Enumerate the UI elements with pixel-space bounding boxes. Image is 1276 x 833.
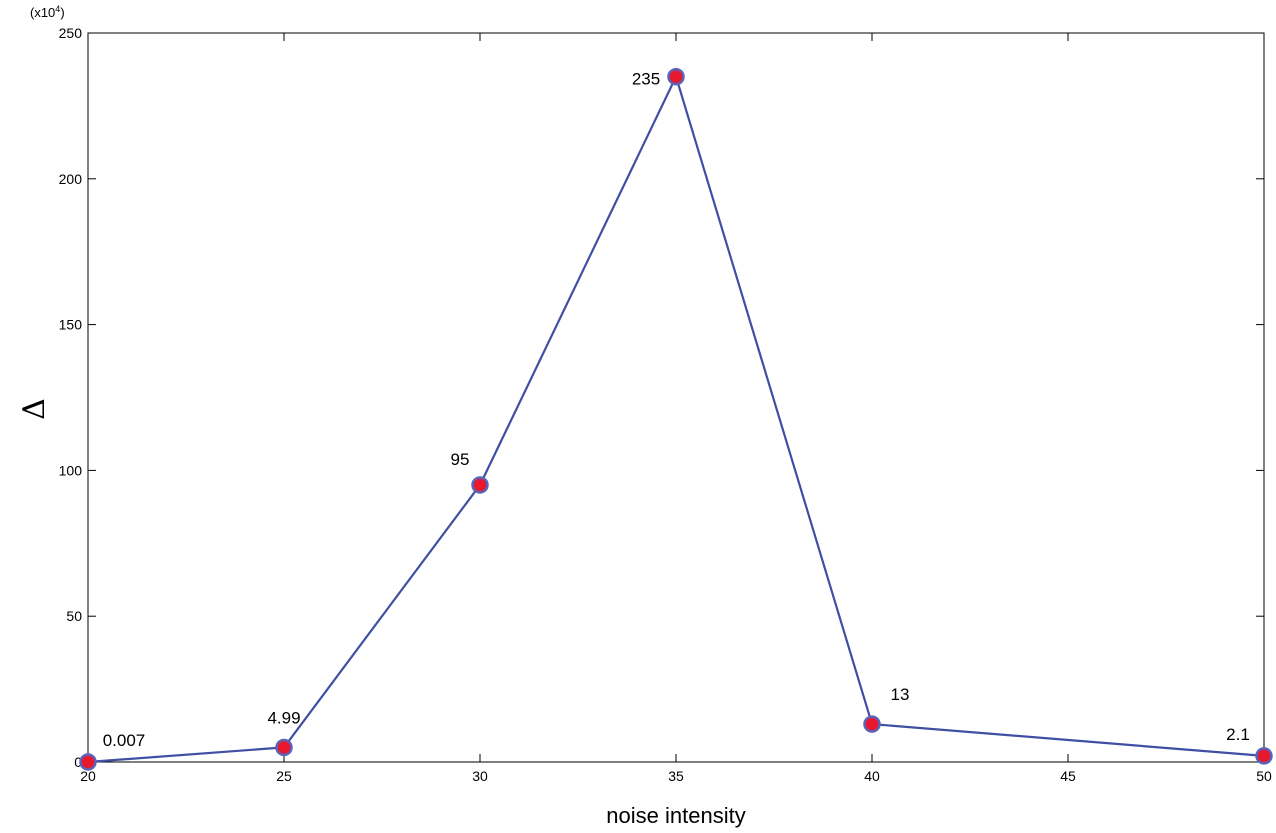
data-point bbox=[471, 476, 489, 494]
data-label: 0.007 bbox=[103, 731, 146, 750]
x-tick-label: 30 bbox=[472, 768, 488, 784]
x-tick-label: 25 bbox=[276, 768, 292, 784]
y-tick-label: 150 bbox=[59, 317, 83, 333]
y-axis-multiplier: (x104) bbox=[30, 4, 65, 20]
data-point bbox=[275, 738, 293, 757]
x-tick-label: 40 bbox=[864, 768, 880, 784]
x-tick-label: 20 bbox=[80, 768, 96, 784]
data-point bbox=[1255, 747, 1273, 765]
y-tick-label: 0 bbox=[74, 754, 82, 770]
data-point bbox=[79, 753, 97, 771]
data-label: 95 bbox=[451, 450, 470, 469]
axes: 20 25 30 35 40 45 50 0 50 100 150 200 250 bbox=[59, 25, 1272, 784]
data-label: 2.1 bbox=[1226, 725, 1250, 744]
y-tick-label: 200 bbox=[59, 171, 83, 187]
data-labels: 0.007 4.99 95 235 13 2.1 bbox=[103, 70, 1250, 750]
series-polyline bbox=[87, 73, 1265, 764]
data-point bbox=[667, 67, 685, 86]
series-line bbox=[79, 67, 1273, 771]
y-multiplier-exponent: 4 bbox=[55, 4, 60, 14]
data-label: 4.99 bbox=[267, 708, 300, 727]
data-point bbox=[863, 715, 881, 733]
y-multiplier-close: ) bbox=[60, 5, 64, 20]
y-tick-label: 250 bbox=[59, 25, 83, 41]
data-label: 235 bbox=[632, 70, 660, 89]
plot-frame bbox=[87, 32, 1265, 763]
x-tick-label: 50 bbox=[1256, 768, 1272, 784]
data-label: 13 bbox=[891, 685, 910, 704]
y-axis-label: Δ bbox=[17, 398, 52, 420]
y-tick-label: 50 bbox=[66, 608, 82, 624]
x-tick-label: 35 bbox=[668, 768, 684, 784]
x-tick-label: 45 bbox=[1060, 768, 1076, 784]
x-axis-label: noise intensity bbox=[606, 803, 745, 828]
y-multiplier-base: (x10 bbox=[30, 5, 55, 20]
y-tick-label: 100 bbox=[59, 462, 83, 478]
